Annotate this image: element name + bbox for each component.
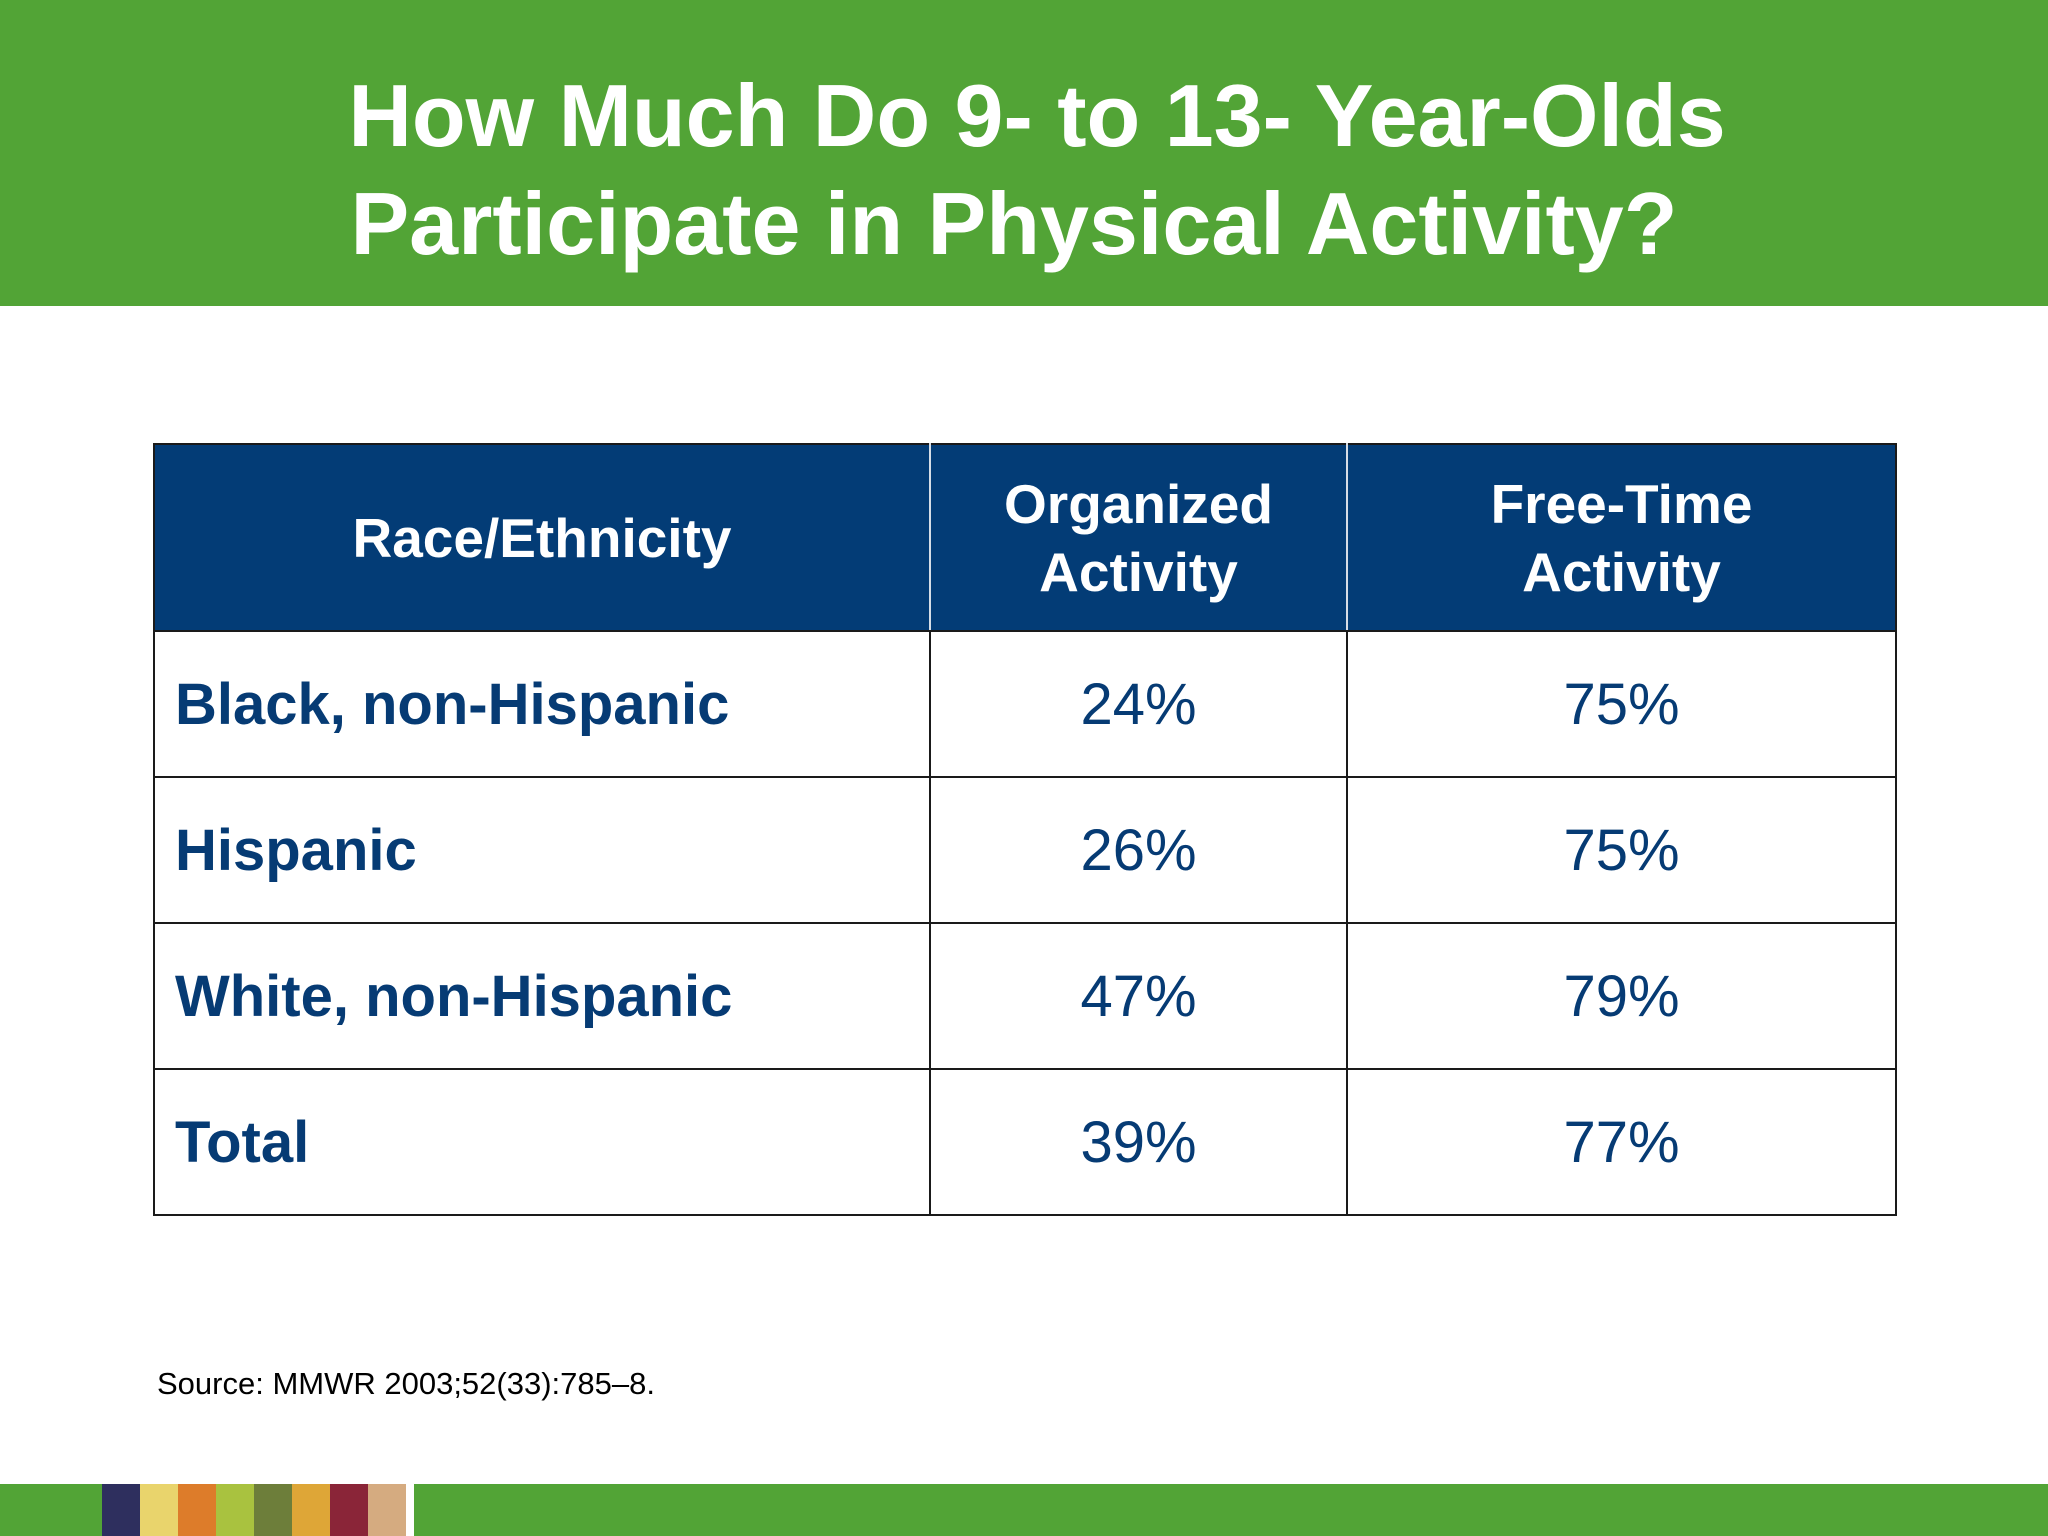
table-row: White, non-Hispanic 47% 79% [153, 922, 1897, 1070]
footer-swatch [178, 1484, 216, 1536]
source-citation: Source: MMWR 2003;52(33):785–8. [157, 1366, 655, 1401]
header-organized-line1: Organized [1004, 472, 1273, 535]
row-label: Hispanic [153, 776, 931, 924]
footer-swatch [102, 1484, 140, 1536]
slide-title-line1: How Much Do 9- to 13- Year-Olds [348, 66, 1726, 165]
header-free-time-line2: Activity [1522, 540, 1721, 603]
table-row: Hispanic 26% 75% [153, 776, 1897, 924]
organized-value: 24% [929, 630, 1348, 778]
slide-title: How Much Do 9- to 13- Year-Olds Particip… [0, 62, 2048, 278]
footer-swatch [330, 1484, 368, 1536]
free-time-value: 77% [1346, 1068, 1897, 1216]
header-free-time-line1: Free-Time [1490, 472, 1753, 535]
row-label: Black, non-Hispanic [153, 630, 931, 778]
footer-swatch [254, 1484, 292, 1536]
row-label: Total [153, 1068, 931, 1216]
activity-table: Race/Ethnicity Organized Activity Free-T… [153, 443, 1897, 1216]
header-race-ethnicity-text: Race/Ethnicity [352, 506, 732, 569]
footer-color-swatches [102, 1484, 414, 1536]
organized-value: 39% [929, 1068, 1348, 1216]
footer-swatch-gap [406, 1484, 414, 1536]
header-free-time-activity: Free-Time Activity [1346, 443, 1897, 632]
free-time-value: 75% [1346, 630, 1897, 778]
table-header-row: Race/Ethnicity Organized Activity Free-T… [153, 443, 1897, 632]
organized-value: 47% [929, 922, 1348, 1070]
organized-value: 26% [929, 776, 1348, 924]
title-bar [0, 0, 2048, 306]
footer-swatch [216, 1484, 254, 1536]
slide-title-line2: Participate in Physical Activity? [350, 174, 1678, 273]
footer-swatch [368, 1484, 406, 1536]
header-race-ethnicity: Race/Ethnicity [153, 443, 931, 632]
footer-swatch [140, 1484, 178, 1536]
table-row: Total 39% 77% [153, 1068, 1897, 1216]
free-time-value: 75% [1346, 776, 1897, 924]
header-organized-line2: Activity [1039, 540, 1238, 603]
row-label: White, non-Hispanic [153, 922, 931, 1070]
free-time-value: 79% [1346, 922, 1897, 1070]
footer-swatch [292, 1484, 330, 1536]
header-organized-activity: Organized Activity [929, 443, 1348, 632]
table-row: Black, non-Hispanic 24% 75% [153, 630, 1897, 778]
